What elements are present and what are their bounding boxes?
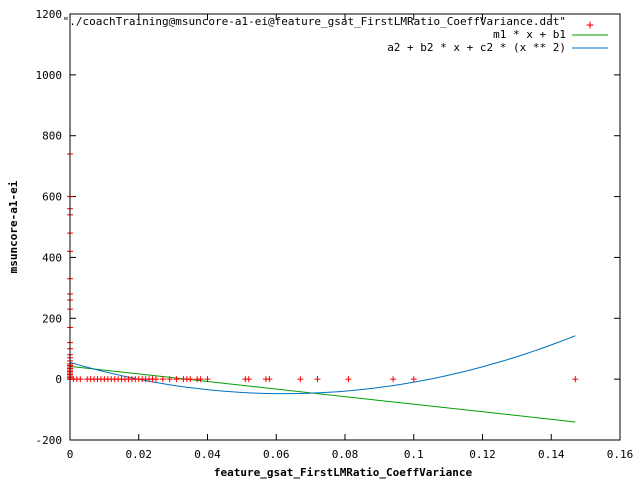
x-axis-ticks: 0 0.02 0.04 0.06 0.08 0.1 0.12 0.14 0.16 [67,14,634,461]
data-point [152,376,159,383]
legend-label-linear: m1 * x + b1 [493,28,566,41]
x-tick-label: 0 [67,448,74,461]
quadratic-fit-line [69,335,576,395]
x-tick-label: 0.06 [263,448,290,461]
y-tick-label: 1200 [36,8,63,21]
x-axis-label: feature_gsat_FirstLMRatio_CoeffVariance [214,466,473,479]
data-point [77,376,84,383]
y-tick-label: 200 [42,312,62,325]
data-point [173,376,180,383]
data-point [245,376,252,383]
y-tick-label: 1000 [36,69,63,82]
x-tick-label: 0.04 [194,448,221,461]
x-tick-label: 0.12 [469,448,496,461]
x-tick-label: 0.08 [332,448,359,461]
x-tick-label: 0.02 [126,448,153,461]
x-tick-label: 0.14 [538,448,565,461]
data-point [187,376,194,383]
data-point [197,376,204,383]
data-point [159,376,166,383]
x-tick-label: 0.1 [404,448,424,461]
data-point [390,376,397,383]
data-point [572,376,579,383]
y-axis-label: msuncore-a1-ei [7,180,20,273]
data-points [67,150,579,383]
x-tick-label: 0.16 [607,448,634,461]
legend-marker-data: + [586,18,594,33]
fit-lines [69,335,576,423]
data-point [204,376,211,383]
data-point [166,376,173,383]
data-point [266,376,273,383]
legend-label-quadratic: a2 + b2 * x + c2 * (x ** 2) [387,41,566,54]
linear-fit-line [69,365,576,423]
y-tick-label: 400 [42,251,62,264]
y-axis-ticks: -200 0 200 400 600 800 1000 1200 [36,8,620,447]
y-tick-label: 0 [55,373,62,386]
data-point [297,376,304,383]
data-point [314,376,321,383]
data-point [345,376,352,383]
y-tick-label: -200 [36,434,63,447]
y-tick-label: 800 [42,130,62,143]
plot-frame [69,13,621,441]
legend-label-data: "./coachTraining@msuncore-a1-ei@feature_… [63,15,566,28]
data-point [410,376,417,383]
y-tick-label: 600 [42,191,62,204]
legend: "./coachTraining@msuncore-a1-ei@feature_… [63,15,608,54]
